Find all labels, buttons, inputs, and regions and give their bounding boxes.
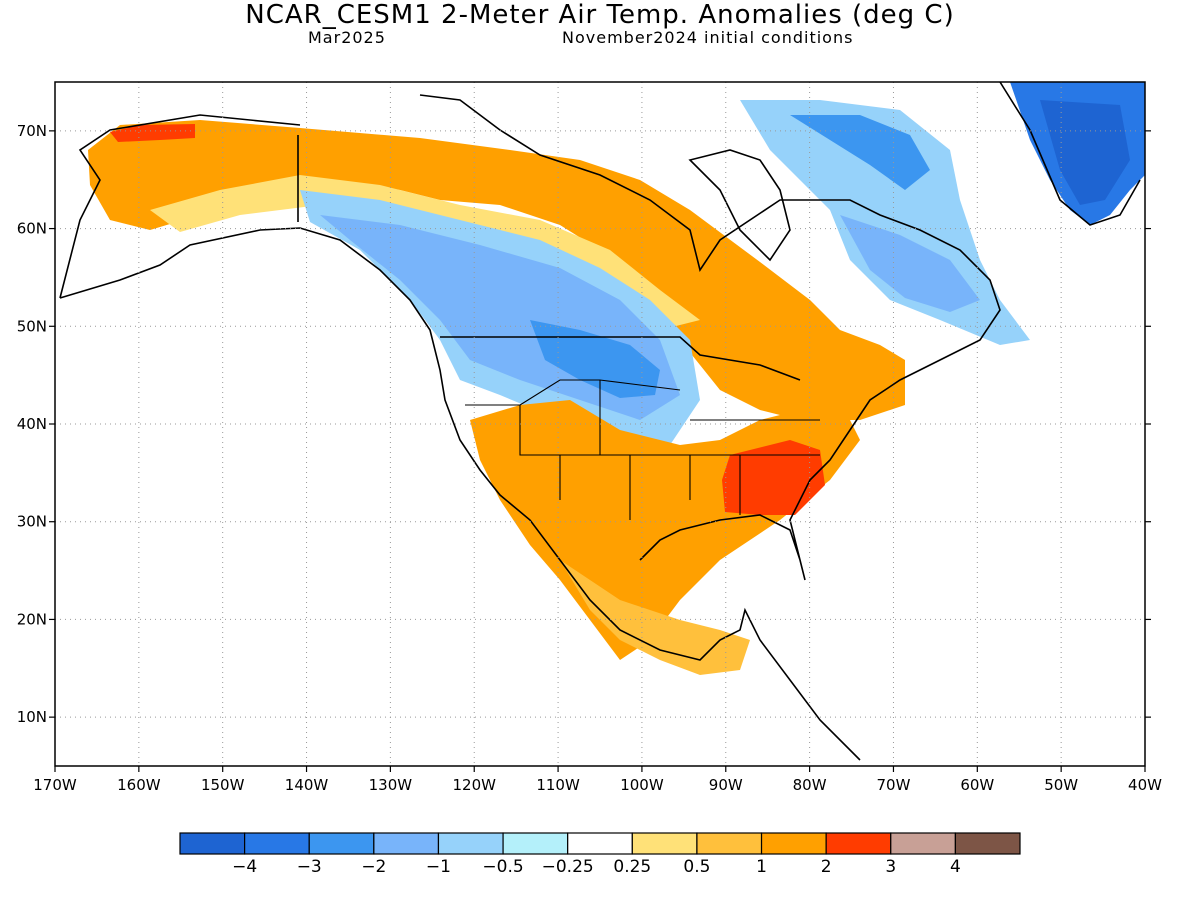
colorbar-swatch — [179, 832, 246, 855]
lon-tick-label: 40W — [1128, 776, 1162, 794]
colorbar-swatch — [631, 832, 698, 855]
colorbar-label: 3 — [885, 857, 896, 877]
colorbar-label: −0.5 — [482, 857, 523, 877]
colorbar-label: −3 — [297, 857, 322, 877]
lon-tick-label: 90W — [709, 776, 743, 794]
lat-tick-label: 30N — [17, 513, 47, 531]
colorbar-label: −0.25 — [542, 857, 594, 877]
colorbar-label: 4 — [950, 857, 961, 877]
chart-title: NCAR_CESM1 2-Meter Air Temp. Anomalies (… — [245, 0, 955, 30]
lon-tick-label: 170W — [33, 776, 77, 794]
colorbar-label: −1 — [426, 857, 451, 877]
colorbar-swatch — [502, 832, 569, 855]
lon-tick-label: 100W — [620, 776, 664, 794]
colorbar-swatch — [825, 832, 892, 855]
lon-tick-label: 160W — [117, 776, 161, 794]
colorbar: −4 −3 −2 −1 −0.5 −0.25 0.25 0.5 1 2 3 4 — [179, 832, 1021, 877]
colorbar-label: 0.5 — [683, 857, 710, 877]
initial-conditions-label: November2024 initial conditions — [562, 28, 854, 47]
mexico-warm-anomaly — [560, 560, 750, 675]
colorbar-swatch — [696, 832, 763, 855]
greenland-coastline — [999, 82, 1141, 226]
colorbar-swatch — [373, 832, 440, 855]
colorbar-swatch — [890, 832, 956, 855]
graticule — [55, 82, 1145, 766]
greenland-cold-core — [1040, 100, 1130, 205]
baffin-cold-anomaly — [790, 115, 930, 190]
us-canada-border — [297, 135, 801, 381]
colorbar-label: −4 — [232, 857, 257, 877]
valid-month-label: Mar2025 — [308, 28, 386, 47]
lon-tick-label: 80W — [793, 776, 827, 794]
lat-tick-label: 40N — [17, 415, 47, 433]
colorbar-swatch — [760, 832, 827, 855]
colorbar-label: 1 — [756, 857, 767, 877]
colorbar-swatch — [308, 832, 375, 855]
colorbar-label: 2 — [821, 857, 832, 877]
lat-tick-label: 50N — [17, 317, 47, 335]
northwest-alaska-strong-warm — [110, 124, 195, 142]
hudson-bay-coastline — [688, 149, 791, 262]
lon-tick-label: 70W — [877, 776, 911, 794]
northern-plains-cold-anomaly — [530, 320, 660, 398]
colorbar-swatch — [954, 832, 1021, 855]
state-lines — [465, 379, 820, 520]
labrador-cold-core — [840, 215, 980, 312]
alaska-warm-anomaly — [88, 120, 905, 420]
colorbar-swatch — [437, 832, 504, 855]
lon-tick-label: 150W — [201, 776, 245, 794]
lat-tick-label: 10N — [17, 708, 47, 726]
colorbar-swatch — [244, 832, 310, 855]
lon-tick-label: 60W — [960, 776, 994, 794]
axes: 170W 160W 150W 140W 130W 120W 110W 100W 90W 80W 70… — [17, 122, 1162, 794]
lon-tick-label: 50W — [1044, 776, 1078, 794]
lat-tick-label: 60N — [17, 220, 47, 238]
colorbar-label: 0.25 — [613, 857, 651, 877]
lat-tick-label: 20N — [17, 610, 47, 628]
southeast-us-strong-warm — [722, 440, 825, 515]
lon-tick-label: 130W — [369, 776, 413, 794]
lon-tick-label: 110W — [536, 776, 580, 794]
colorbar-swatch — [567, 832, 633, 855]
colorbar-label: −2 — [361, 857, 386, 877]
lat-tick-label: 70N — [17, 122, 47, 140]
lon-tick-label: 120W — [452, 776, 496, 794]
lon-tick-label: 140W — [285, 776, 329, 794]
